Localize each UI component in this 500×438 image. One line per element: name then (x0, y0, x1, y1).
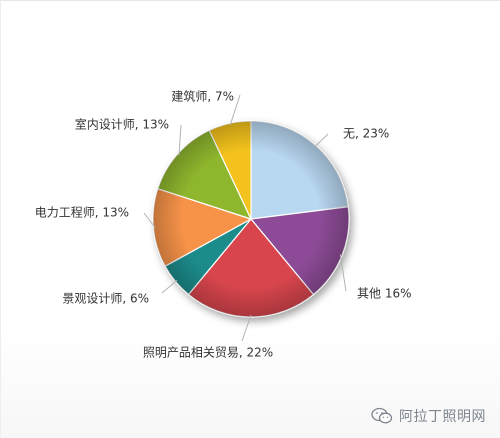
leader-line-3 (161, 279, 178, 294)
slice-label-0: 无, 23% (343, 127, 389, 141)
slice-label-1: 其他 16% (357, 287, 412, 301)
watermark: 阿拉丁照明网 (371, 406, 486, 426)
slice-label-5: 室内设计师, 13% (75, 117, 169, 132)
slice-label-3: 景观设计师, 6% (62, 292, 149, 306)
slice-labels: 无, 23% 其他 16% 照明产品相关贸易, 22% 景观设计师, 6% 电力工程师,… (35, 89, 412, 360)
pie-slice-0 (250, 120, 349, 220)
leader-line-1 (339, 254, 347, 292)
slice-label-2: 照明产品相关贸易, 22% (143, 346, 273, 360)
leader-line-0 (314, 133, 329, 148)
leader-line-6 (229, 94, 241, 126)
pie-slices (152, 120, 350, 318)
slice-label-6: 建筑师, 7% (171, 89, 234, 104)
watermark-text: 阿拉丁照明网 (399, 409, 486, 425)
leader-line-2 (241, 314, 252, 342)
wechat-icon (371, 407, 393, 424)
slice-label-4: 电力工程师, 13% (35, 205, 129, 220)
leader-line-5 (178, 124, 182, 156)
leader-lines (143, 94, 347, 342)
leader-line-4 (143, 212, 156, 229)
